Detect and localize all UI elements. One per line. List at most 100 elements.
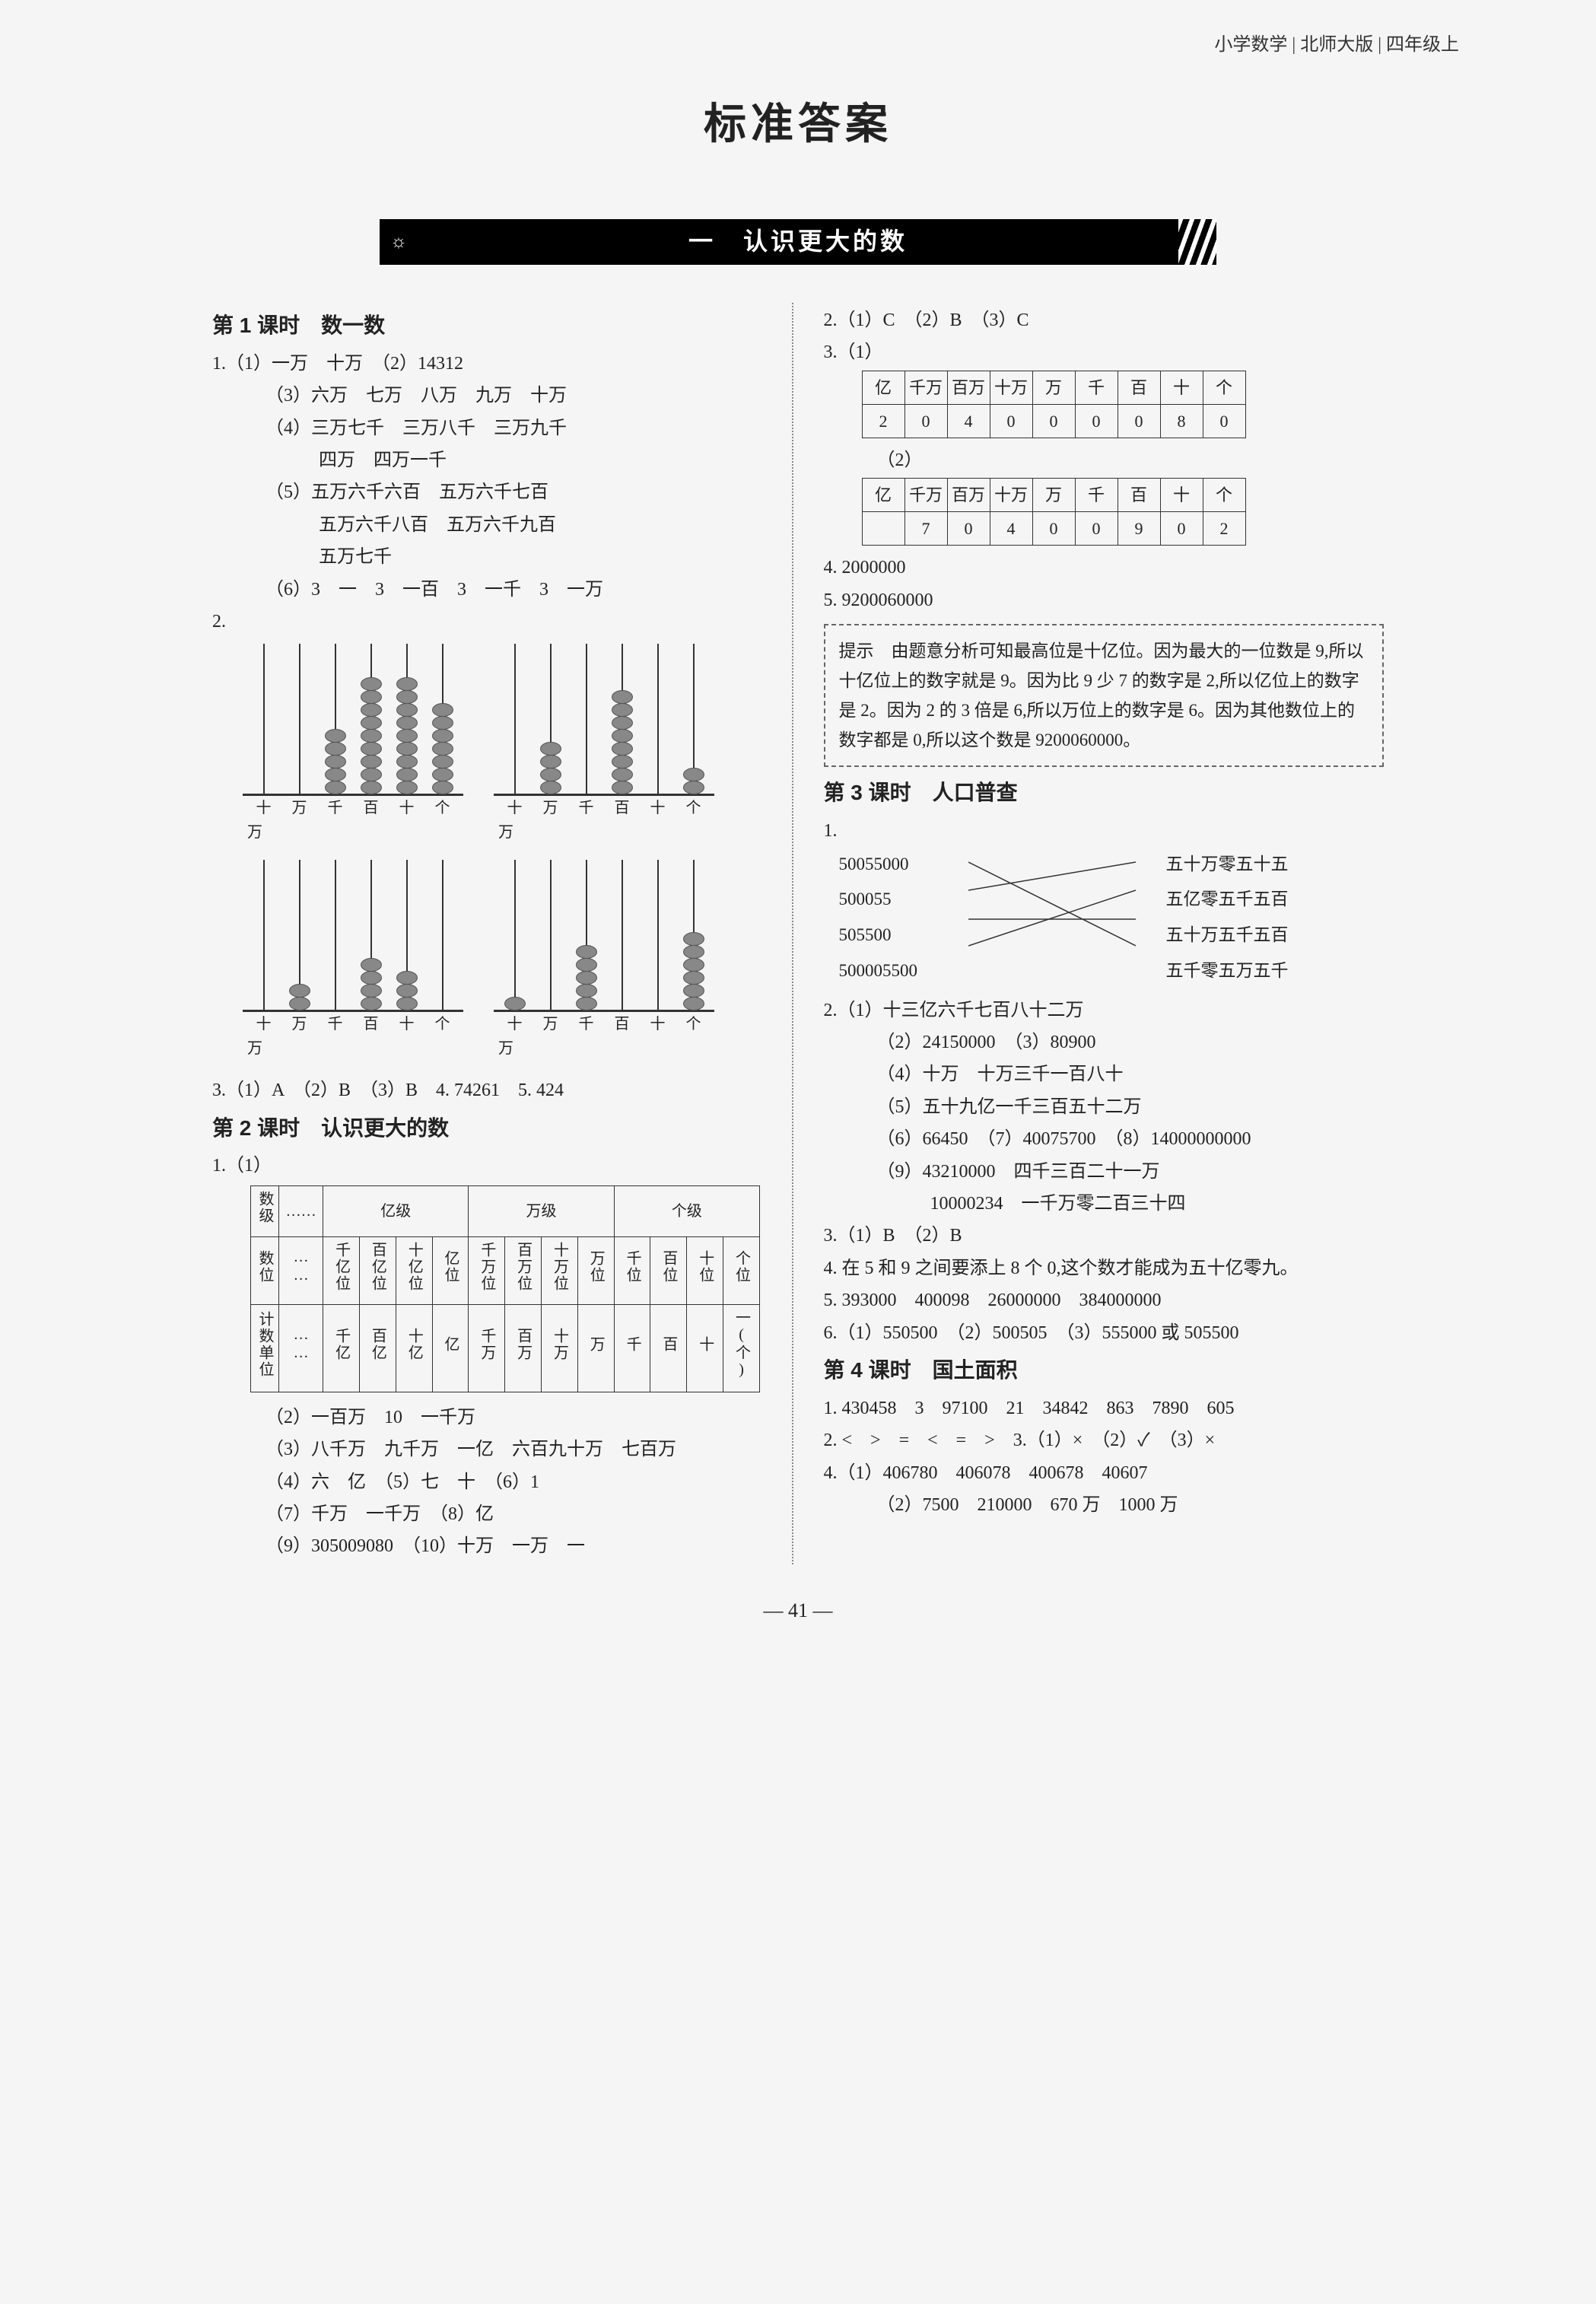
cell: 十亿位 bbox=[396, 1236, 432, 1304]
cell-text: 一(个) bbox=[730, 1310, 754, 1380]
abacus-rod bbox=[534, 860, 567, 1010]
abacus-bead bbox=[325, 755, 346, 769]
abacus-bead bbox=[540, 755, 561, 769]
cell-text: 千万位 bbox=[475, 1242, 499, 1292]
abacus-bead bbox=[540, 768, 561, 781]
cell: 百万 bbox=[505, 1304, 542, 1392]
abacus-bead bbox=[683, 945, 704, 959]
abacus-rod bbox=[606, 860, 638, 1010]
answer-line: （6）3 一 3 一百 3 一千 3 一万 bbox=[212, 575, 773, 604]
abacus-bead bbox=[432, 729, 453, 743]
cell-text: 千 bbox=[620, 1336, 644, 1353]
abacus-1: 十万千百十个 万 bbox=[243, 644, 463, 845]
abacus-rod bbox=[283, 644, 316, 794]
cell bbox=[862, 512, 905, 546]
abacus-bead bbox=[683, 958, 704, 972]
cell: 亿 bbox=[432, 1304, 469, 1392]
abacus-bead bbox=[325, 742, 346, 756]
cell: …… bbox=[279, 1304, 323, 1392]
abacus-bead bbox=[576, 971, 597, 985]
banner-text: 一 认识更大的数 bbox=[418, 222, 1178, 261]
left-column: 第 1 课时 数一数 1.（1）一万 十万 （2）14312 （3）六万 七万 … bbox=[212, 303, 793, 1564]
answer-line: （5）五万六千六百 五万六千七百 bbox=[212, 478, 773, 507]
abacus-bead bbox=[361, 997, 382, 1010]
cell: 个位 bbox=[723, 1236, 760, 1304]
abacus-label: 个 bbox=[426, 796, 459, 820]
abacus-bead bbox=[361, 971, 382, 985]
hint-box: 提示 由题意分析可知最高位是十亿位。因为最大的一位数是 9,所以十亿位上的数字就… bbox=[824, 624, 1385, 767]
answer-line: 五万七千 bbox=[212, 543, 773, 571]
lesson2-title: 第 2 课时 认识更大的数 bbox=[212, 1112, 773, 1146]
row-label: 数级 bbox=[253, 1191, 277, 1224]
abacus-bead bbox=[432, 755, 453, 769]
cell-text: 十万 bbox=[547, 1328, 571, 1361]
cell: 百 bbox=[1118, 479, 1160, 512]
answer-line: 2. < > = < = > 3.（1）× （2）✓ （3）× bbox=[824, 1426, 1385, 1455]
abacus-bead bbox=[432, 742, 453, 756]
abacus-bead bbox=[325, 781, 346, 794]
abacus-bead bbox=[396, 768, 418, 781]
cell: 百 bbox=[1118, 371, 1160, 404]
abacus-bead bbox=[683, 768, 704, 781]
cell: 十万位 bbox=[542, 1236, 578, 1304]
abacus-bead bbox=[396, 997, 418, 1010]
abacus-rod bbox=[641, 860, 674, 1010]
cell: 千 bbox=[1075, 479, 1118, 512]
number-table-1: 亿千万百万十万万千百十个204000080 bbox=[862, 371, 1246, 438]
content-columns: 第 1 课时 数一数 1.（1）一万 十万 （2）14312 （3）六万 七万 … bbox=[212, 303, 1384, 1564]
abacus-label: 百 bbox=[354, 1012, 387, 1036]
cell: 8 bbox=[1160, 404, 1203, 438]
cell: 百亿 bbox=[359, 1304, 396, 1392]
abacus-row-1: 十万千百十个 万 十万千百十个 万 bbox=[243, 644, 773, 845]
abacus-4: 十万千百十个 万 bbox=[494, 860, 714, 1061]
cell-text: 亿位 bbox=[438, 1250, 463, 1284]
abacus-bead bbox=[504, 997, 526, 1010]
cell: 千万 bbox=[469, 1304, 505, 1392]
abacus-bead bbox=[432, 781, 453, 794]
cell: 4 bbox=[947, 404, 990, 438]
cell: 4 bbox=[990, 512, 1032, 546]
abacus-label: 十 bbox=[641, 796, 674, 820]
answer-line: 四万 四万一千 bbox=[212, 446, 773, 475]
abacus-bead bbox=[683, 984, 704, 998]
cell: 0 bbox=[905, 404, 947, 438]
abacus-sublabel: 万 bbox=[494, 1036, 714, 1061]
abacus-bead bbox=[325, 768, 346, 781]
cell: 千万位 bbox=[469, 1236, 505, 1304]
abacus-bead bbox=[361, 984, 382, 998]
abacus-label: 个 bbox=[677, 1012, 710, 1036]
abacus-bead bbox=[396, 703, 418, 717]
cell: 千亿位 bbox=[323, 1236, 360, 1304]
match-prefix: 1. bbox=[824, 816, 1385, 845]
cell: 0 bbox=[1118, 404, 1160, 438]
cell: 个 bbox=[1203, 479, 1245, 512]
answer-line: （5）五十九亿一千三百五十二万 bbox=[824, 1093, 1385, 1122]
answer-line: 6.（1）550500 （2）500505 （3）555000 或 505500 bbox=[824, 1319, 1385, 1348]
abacus-bead bbox=[396, 677, 418, 691]
place-value-table: 数级 …… 亿级 万级 个级 数位 ……千亿位百亿位十亿位亿位千万位百万位十万位… bbox=[250, 1185, 760, 1392]
cell: 百位 bbox=[650, 1236, 687, 1304]
cell-text: 亿 bbox=[438, 1336, 463, 1353]
abacus-bead bbox=[396, 755, 418, 769]
cell-text: 千亿位 bbox=[329, 1242, 354, 1292]
abacus-label: 千 bbox=[319, 1012, 351, 1036]
cell-text: 百万 bbox=[511, 1328, 536, 1361]
cell-text: 千位 bbox=[620, 1250, 644, 1284]
match-item: 五十万五千五百 bbox=[1166, 921, 1289, 950]
abacus-label: 个 bbox=[426, 1012, 459, 1036]
abacus-bead bbox=[683, 997, 704, 1010]
abacus-rod bbox=[247, 860, 280, 1010]
abacus-bead bbox=[612, 729, 633, 743]
answer-line: （6）66450 （7）40075700 （8）14000000000 bbox=[824, 1125, 1385, 1154]
abacus-label: 万 bbox=[283, 1012, 316, 1036]
row-label: 计数单位 bbox=[253, 1311, 277, 1378]
cell: 十位 bbox=[687, 1236, 723, 1304]
answer-line: 1. 430458 3 97100 21 34842 863 7890 605 bbox=[824, 1394, 1385, 1423]
abacus-bead bbox=[361, 690, 382, 704]
cell-text: 百 bbox=[657, 1336, 681, 1353]
abacus-bead bbox=[612, 742, 633, 756]
abacus-rod bbox=[354, 860, 387, 1010]
abacus-bead bbox=[361, 768, 382, 781]
cell-text: 千亿 bbox=[329, 1328, 354, 1361]
abacus-bead bbox=[612, 716, 633, 730]
